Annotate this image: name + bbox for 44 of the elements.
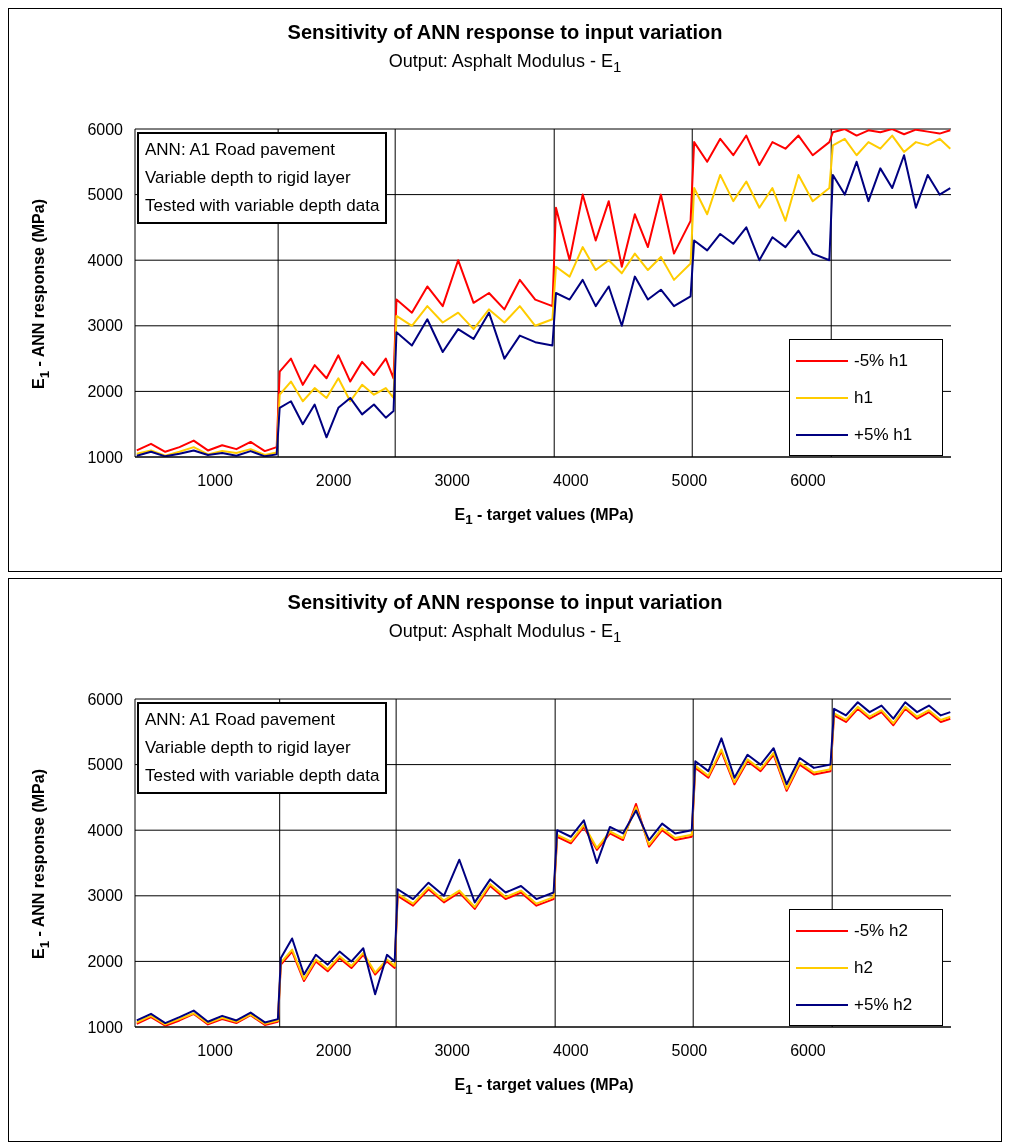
x-tick-label: 6000 [790,1042,826,1060]
chart-subtitle: Output: Asphalt Modulus - E$_{1}$ [387,51,623,75]
y-tick-label: 6000 [87,690,124,708]
annotation: Variable depth to rigid layer [145,167,352,189]
legend-label: +5% h2 [854,994,913,1016]
annotation: ANN: A1 Road pavement [145,709,336,731]
chart-title: Sensitivity of ANN response to input variation [286,21,724,44]
legend-label: -5% h1 [854,350,908,372]
y-tick-label: 6000 [87,120,124,138]
legend-label: h2 [854,957,873,979]
x-tick-label: 5000 [671,472,708,490]
note-box: ANN: A1 Road pavement Variable depth to rigid layer Tested with variable depth data [137,702,388,794]
x-tick-label: 4000 [553,472,589,490]
x-tick-label: 5000 [671,1042,708,1060]
y-tick-label: 3000 [87,887,124,905]
chart-subtitle: Output: Asphalt Modulus - E$_{1}$ [387,621,623,645]
y-tick-label: 2000 [87,383,124,401]
x-tick-label: 3000 [434,472,471,490]
annotation: Variable depth to rigid layer [145,737,352,759]
y-tick-label: 4000 [87,821,124,839]
annotation: Tested with variable depth data [145,765,380,787]
x-tick-label: 2000 [315,472,352,490]
chart-title: Sensitivity of ANN response to input variation [286,591,724,614]
y-tick-label: 1000 [87,448,124,466]
y-tick-label: 5000 [87,756,124,774]
x-tick-label: 2000 [315,1042,352,1060]
y-tick-label: 2000 [87,953,124,971]
y-tick-label: 4000 [87,251,124,269]
x-axis-title: E$_{1}$ - target values (MPa) [453,506,635,528]
y-tick-label: 5000 [87,186,124,204]
x-tick-label: 4000 [553,1042,589,1060]
x-tick-label: 6000 [790,472,826,490]
x-tick-label: 1000 [197,1042,233,1060]
legend-label: +5% h1 [854,424,913,446]
legend-label: -5% h2 [854,920,908,942]
annotation: Tested with variable depth data [145,195,380,217]
x-tick-label: 1000 [197,472,233,490]
legend-label: h1 [854,387,873,409]
x-axis-title: E$_{1}$ - target values (MPa) [453,1076,635,1098]
y-tick-label: 3000 [87,317,124,335]
y-tick-label: 1000 [87,1018,124,1036]
note-box: ANN: A1 Road pavement Variable depth to rigid layer Tested with variable depth data [137,132,388,224]
x-tick-label: 3000 [434,1042,471,1060]
annotation: ANN: A1 Road pavement [145,139,336,161]
